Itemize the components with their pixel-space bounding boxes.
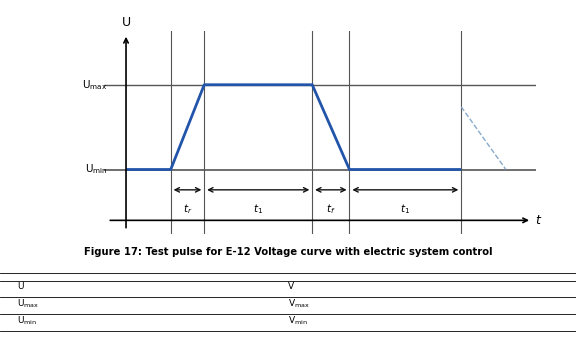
Text: U: U (122, 16, 131, 29)
Text: V: V (288, 282, 294, 291)
Text: V$_{\mathrm{max}}$: V$_{\mathrm{max}}$ (288, 297, 310, 310)
Text: U$_{\mathrm{min}}$: U$_{\mathrm{min}}$ (85, 163, 107, 176)
Text: Figure 17: Test pulse for E-12 Voltage curve with electric system control: Figure 17: Test pulse for E-12 Voltage c… (84, 247, 492, 257)
Text: U$_{\mathrm{max}}$: U$_{\mathrm{max}}$ (17, 297, 40, 310)
Text: U: U (17, 282, 24, 291)
Text: U$_{\mathrm{max}}$: U$_{\mathrm{max}}$ (82, 78, 107, 92)
Text: $t_1$: $t_1$ (400, 202, 410, 216)
Text: $t_1$: $t_1$ (253, 202, 263, 216)
Text: t: t (536, 214, 540, 227)
Text: $t_f$: $t_f$ (326, 202, 336, 216)
Text: U$_{\mathrm{min}}$: U$_{\mathrm{min}}$ (17, 314, 37, 326)
Text: $t_r$: $t_r$ (183, 202, 192, 216)
Text: V$_{\mathrm{min}}$: V$_{\mathrm{min}}$ (288, 314, 308, 326)
